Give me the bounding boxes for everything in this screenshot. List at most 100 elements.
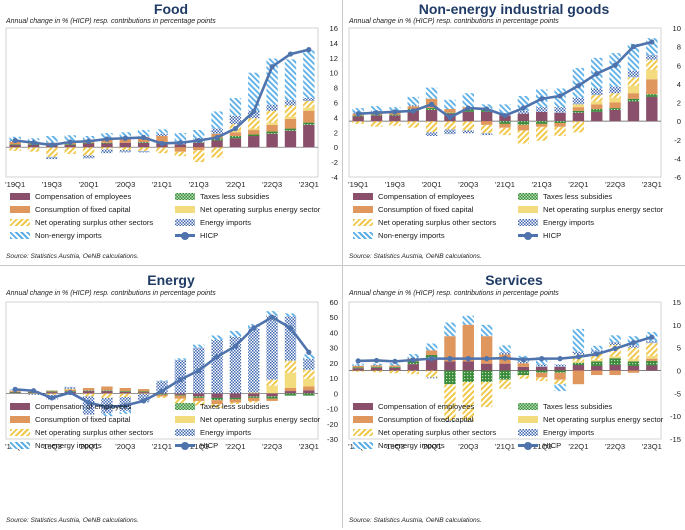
legend-swatch <box>175 416 195 423</box>
bar-capital <box>628 371 639 373</box>
hicp-point <box>613 63 618 68</box>
y-tick-label: -4 <box>674 154 681 163</box>
legend-item-capital: Consumption of fixed capital <box>353 205 473 214</box>
bar-taxes <box>444 371 455 385</box>
bar-other-sectors <box>371 371 382 373</box>
bar-other-sectors <box>426 121 437 132</box>
bar-energy-imports <box>248 329 259 393</box>
bar-compensation <box>193 393 204 396</box>
bar-compensation <box>248 393 259 396</box>
legend-item-taxes: Taxes less subsidies <box>518 402 612 411</box>
bar-taxes <box>83 390 94 391</box>
y-tick-label: 14 <box>330 39 338 48</box>
bar-capital <box>609 371 620 376</box>
bar-compensation <box>609 110 620 121</box>
bar-other-sectors <box>266 380 277 386</box>
hicp-point <box>429 356 434 361</box>
legend-label: Non-energy imports <box>378 441 445 450</box>
bar-taxes <box>371 367 382 368</box>
legend-item-hicp: HICP <box>175 441 218 450</box>
bar-energy-imports <box>481 133 492 135</box>
bar-nonenergy-imports <box>554 384 565 391</box>
hicp-point <box>141 135 146 140</box>
bar-other-sectors <box>120 393 131 397</box>
hicp-point <box>49 142 54 147</box>
bar-energy-imports <box>609 87 620 94</box>
bar-energy-imports <box>646 55 657 60</box>
bar-compensation <box>230 138 241 147</box>
bar-compensation <box>46 392 57 393</box>
bar-compensation <box>646 97 657 121</box>
legend-item-other-sectors: Net operating surplus other sectors <box>10 218 153 227</box>
bar-other-sectors <box>609 93 620 98</box>
y-tick-label: 50 <box>330 313 338 322</box>
y-tick-label: -2 <box>331 158 338 167</box>
bar-compensation <box>9 145 20 147</box>
legend-item-hicp: HICP <box>518 231 561 240</box>
bar-compensation <box>628 102 639 122</box>
bar-compensation <box>573 365 584 370</box>
bar-nonenergy-imports <box>426 344 437 351</box>
hicp-point <box>484 356 489 361</box>
bar-nonenergy-imports <box>303 50 314 98</box>
legend-item-compensation: Compensation of employees <box>353 402 474 411</box>
bar-compensation <box>211 393 222 398</box>
bar-taxes <box>248 396 259 398</box>
bar-compensation <box>9 393 20 394</box>
bar-other-sectors <box>352 121 363 124</box>
hicp-point <box>251 325 256 330</box>
x-tick-label: '22Q1 <box>568 442 588 451</box>
chart-source: Source: Statistics Austria, OeNB calcula… <box>6 253 139 260</box>
x-tick-label: '21Q1 <box>495 180 515 189</box>
energy-chart: -30-20-100102030405060'19Q1'19Q3'20Q1'20… <box>0 266 342 528</box>
hicp-point <box>196 138 201 143</box>
bar-capital <box>248 398 259 401</box>
bar-compensation <box>463 361 474 370</box>
bar-compensation <box>426 110 437 121</box>
bar-compensation <box>120 143 131 147</box>
bar-capital <box>426 350 437 355</box>
bar-other-sectors <box>248 118 259 128</box>
x-tick-label: '23Q1 <box>642 180 662 189</box>
hicp-point <box>594 351 599 356</box>
bar-nonenergy-imports <box>352 364 363 366</box>
legend-label: Compensation of employees <box>378 192 474 201</box>
legend-swatch <box>353 442 373 449</box>
bar-nonenergy-imports <box>609 53 620 87</box>
bar-taxes <box>518 121 529 125</box>
hicp-point <box>392 359 397 364</box>
bar-taxes <box>266 396 277 398</box>
hicp-point <box>594 71 599 76</box>
bar-taxes <box>554 121 565 123</box>
legend-swatch <box>175 444 195 447</box>
legend-label: HICP <box>200 441 218 450</box>
chart-title: Energy <box>0 272 342 288</box>
x-tick-label: '21Q1 <box>152 442 172 451</box>
hicp-point <box>374 358 379 363</box>
hicp-point <box>631 340 636 345</box>
legend-swatch <box>518 416 538 423</box>
legend-swatch <box>353 193 373 200</box>
x-tick-label: '19Q1 <box>348 180 368 189</box>
hicp-point <box>411 357 416 362</box>
bar-compensation <box>499 364 510 371</box>
hicp-point <box>502 356 507 361</box>
hicp-point <box>196 368 201 373</box>
bar-nonenergy-imports <box>499 104 510 113</box>
x-tick-label: '22Q1 <box>225 180 245 189</box>
bar-other-sectors <box>83 393 94 396</box>
bar-energy-imports <box>285 316 296 360</box>
legend-label: Taxes less subsidies <box>543 192 612 201</box>
legend-swatch <box>518 206 538 213</box>
bar-compensation <box>536 112 547 121</box>
y-tick-label: -5 <box>674 389 681 398</box>
x-tick-label: '23Q1 <box>642 442 662 451</box>
y-tick-label: -20 <box>327 420 338 429</box>
bar-energy-imports <box>138 151 149 152</box>
y-tick-label: -6 <box>674 173 681 182</box>
legend-item-energy-sector: Net operating surplus energy sector <box>518 205 663 214</box>
bar-energy-sector <box>285 373 296 388</box>
legend-item-taxes: Taxes less subsidies <box>175 402 269 411</box>
bar-nonenergy-imports <box>46 136 57 143</box>
